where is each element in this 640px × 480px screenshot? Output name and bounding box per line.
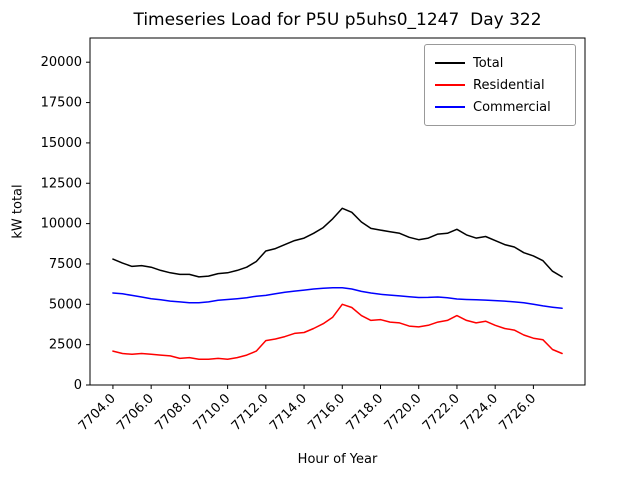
y-tick-label: 2500 bbox=[49, 338, 82, 353]
x-tick-label: 7722.0 bbox=[420, 391, 463, 434]
x-tick-label: 7710.0 bbox=[191, 391, 234, 434]
legend-label-commercial: Commercial bbox=[473, 99, 551, 115]
x-tick-label: 7720.0 bbox=[382, 391, 425, 434]
y-tick-label: 5000 bbox=[49, 297, 82, 312]
y-tick-label: 0 bbox=[74, 378, 82, 393]
x-tick-label: 7706.0 bbox=[114, 391, 157, 434]
y-tick-label: 15000 bbox=[41, 136, 82, 151]
y-tick-label: 7500 bbox=[49, 257, 82, 272]
axes-frame bbox=[89, 37, 586, 386]
chart-title: Timeseries Load for P5U p5uhs0_1247 Day … bbox=[133, 10, 542, 30]
legend-entry-total: Total bbox=[435, 52, 565, 74]
series-line-total bbox=[112, 207, 563, 278]
x-axis-label: Hour of Year bbox=[297, 452, 378, 467]
legend: Total Residential Commercial bbox=[424, 44, 576, 126]
y-axis-label: kW total bbox=[10, 184, 26, 239]
x-tick-label: 7716.0 bbox=[305, 391, 348, 434]
x-tick-label: 7718.0 bbox=[344, 391, 387, 434]
x-tick-label: 7724.0 bbox=[458, 391, 501, 434]
y-tick-label: 10000 bbox=[41, 217, 82, 232]
legend-entry-commercial: Commercial bbox=[435, 96, 565, 118]
x-tick-label: 7712.0 bbox=[229, 391, 272, 434]
legend-label-residential: Residential bbox=[473, 77, 545, 93]
y-tick-label: 20000 bbox=[41, 55, 82, 70]
y-tick-label: 17500 bbox=[41, 96, 82, 111]
series-line-residential bbox=[112, 303, 563, 360]
x-tick-label: 7714.0 bbox=[267, 391, 310, 434]
y-tick-label: 12500 bbox=[41, 176, 82, 191]
legend-label-total: Total bbox=[473, 55, 504, 71]
total-line-swatch bbox=[435, 62, 465, 64]
series-line-commercial bbox=[112, 286, 563, 310]
x-tick-label: 7708.0 bbox=[152, 391, 195, 434]
x-tick-label: 7704.0 bbox=[76, 391, 119, 434]
residential-line-swatch bbox=[435, 84, 465, 86]
commercial-line-swatch bbox=[435, 106, 465, 108]
x-tick-label: 7726.0 bbox=[496, 391, 539, 434]
legend-entry-residential: Residential bbox=[435, 74, 565, 96]
